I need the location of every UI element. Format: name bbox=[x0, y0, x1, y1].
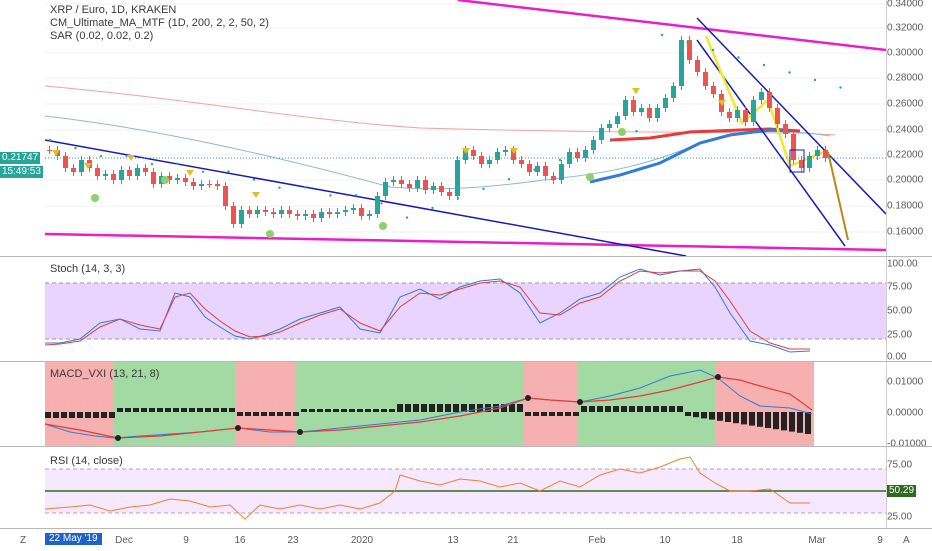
stoch-band-fill bbox=[45, 283, 886, 339]
macd-tick-label: -0.01000 bbox=[887, 438, 927, 447]
stoch-tick-label: 100.00 bbox=[887, 258, 918, 270]
rsi-pane[interactable]: RSI (14, close) 75.00 25.00 50.29 bbox=[0, 447, 932, 528]
rsi-line bbox=[44, 456, 810, 520]
buy-dot-marker bbox=[266, 230, 274, 238]
indicator-legend-ma[interactable]: CM_Ultimate_MA_MTF (1D, 200, 2, 2, 50, 2… bbox=[50, 17, 269, 29]
price-tick-label: 0.18000 bbox=[887, 200, 924, 212]
stoch-chart bbox=[44, 268, 886, 353]
last-price-badge: 0.21747 bbox=[0, 152, 41, 164]
signal-markers bbox=[52, 88, 805, 238]
buy-dot-marker bbox=[161, 176, 169, 184]
buy-dot-marker bbox=[618, 128, 626, 136]
buy-dot-marker bbox=[379, 222, 387, 230]
macd-pane[interactable]: MACD_VXI (13, 21, 8) 0.01000 0.00000 -0.01… bbox=[0, 362, 932, 446]
countdown-badge: 15:49:53 bbox=[0, 166, 43, 178]
descending-blue-trendline bbox=[44, 139, 687, 256]
stoch-legend[interactable]: Stoch (14, 3, 3) bbox=[50, 263, 126, 275]
time-axis[interactable]: Z 22 May '19 Dec 9 16 23 2020 13 21 Feb 10 18 Mar 9… bbox=[0, 528, 932, 551]
price-tick-label: 0.16000 bbox=[887, 226, 924, 238]
stoch-d-line bbox=[44, 270, 810, 350]
lower-magenta-trendline bbox=[44, 232, 886, 252]
cursor-date-badge: 22 May '19 bbox=[45, 533, 102, 545]
macd-histogram bbox=[45, 404, 811, 434]
price-tick-label: 0.28000 bbox=[887, 72, 924, 84]
stoch-tick-label: 50.00 bbox=[887, 305, 913, 317]
sar-dots bbox=[48, 33, 842, 219]
macd-line bbox=[44, 369, 813, 439]
stoch-tick-label: 0.00 bbox=[887, 351, 907, 362]
rsi-tick-label: 25.00 bbox=[887, 511, 913, 523]
ma-200-line bbox=[44, 85, 836, 136]
buy-dot-marker bbox=[586, 173, 594, 181]
candles bbox=[47, 36, 828, 228]
time-axis-label: 10 bbox=[659, 535, 671, 546]
rsi-value-badge: 50.29 bbox=[887, 485, 917, 497]
down-arrow-marker bbox=[84, 163, 92, 169]
down-arrow-marker bbox=[186, 170, 194, 176]
time-axis-label: 9 bbox=[877, 535, 883, 546]
upper-magenta-trendline bbox=[457, 0, 886, 52]
time-axis-label: 23 bbox=[287, 535, 299, 546]
stoch-tick-label: 25.00 bbox=[887, 329, 913, 341]
rsi-tick-label: 75.00 bbox=[887, 459, 913, 471]
price-tick-label: 0.30000 bbox=[887, 47, 924, 59]
price-grid bbox=[45, 3, 886, 233]
rsi-legend[interactable]: RSI (14, close) bbox=[50, 455, 123, 467]
time-axis-label: 18 bbox=[731, 535, 743, 546]
macd-axis[interactable] bbox=[886, 362, 932, 446]
down-arrow-marker bbox=[52, 150, 60, 156]
buy-dot-marker bbox=[91, 194, 99, 202]
macd-chart bbox=[44, 362, 814, 446]
channel-upper-line bbox=[696, 17, 886, 215]
macd-tick-label: 0.01000 bbox=[887, 376, 924, 388]
down-arrow-marker bbox=[127, 155, 135, 161]
time-axis-label: 13 bbox=[447, 535, 459, 546]
price-tick-label: 0.26000 bbox=[887, 98, 924, 110]
zoom-button[interactable]: Z bbox=[20, 535, 27, 546]
indicator-legend-sar[interactable]: SAR (0.02, 0.02, 0.2) bbox=[50, 30, 154, 42]
macd-tick-label: 0.00000 bbox=[887, 407, 924, 419]
price-axis[interactable] bbox=[886, 0, 932, 256]
price-tick-label: 0.24000 bbox=[887, 124, 924, 136]
macd-legend[interactable]: MACD_VXI (13, 21, 8) bbox=[50, 368, 160, 380]
pane-separator[interactable] bbox=[0, 446, 932, 447]
time-axis-label: 16 bbox=[234, 535, 246, 546]
pane-separator[interactable] bbox=[0, 361, 932, 362]
price-chart[interactable] bbox=[0, 0, 886, 256]
price-tick-label: 0.20000 bbox=[887, 174, 924, 186]
time-axis-label: Mar bbox=[808, 535, 826, 546]
time-axis-label: 2020 bbox=[350, 535, 374, 546]
price-tick-label: 0.32000 bbox=[887, 22, 924, 34]
box-marker bbox=[789, 149, 805, 173]
down-arrow-marker bbox=[632, 88, 640, 94]
rsi-chart bbox=[44, 456, 886, 520]
time-axis-label: 9 bbox=[183, 535, 189, 546]
stoch-tick-label: 75.00 bbox=[887, 281, 913, 293]
time-axis-label: 21 bbox=[507, 535, 519, 546]
stoch-pane[interactable]: Stoch (14, 3, 3) 100.00 75.00 50.00 25.00 0.… bbox=[0, 257, 932, 361]
time-axis-label: Dec bbox=[115, 535, 133, 546]
projection-line bbox=[827, 151, 849, 241]
auto-scale-button[interactable]: A bbox=[903, 535, 910, 546]
ma-blue-thick bbox=[589, 128, 791, 184]
down-arrow-marker bbox=[462, 148, 470, 154]
time-axis-label: Feb bbox=[588, 535, 606, 546]
price-tick-label: 0.34000 bbox=[887, 0, 924, 10]
price-legend: XRP / Euro, 1D, KRAKEN CM_Ultimate_MA_MT… bbox=[50, 4, 269, 43]
price-tick-label: 0.22000 bbox=[887, 149, 924, 161]
macd-background bbox=[45, 362, 814, 446]
price-pane[interactable]: XRP / Euro, 1D, KRAKEN CM_Ultimate_MA_MT… bbox=[0, 0, 932, 256]
down-arrow-marker bbox=[252, 192, 260, 198]
stoch-axis[interactable] bbox=[886, 257, 932, 361]
down-arrow-marker bbox=[718, 100, 726, 106]
down-arrow-marker bbox=[510, 148, 518, 154]
rsi-axis[interactable] bbox=[886, 447, 932, 528]
pane-separator[interactable] bbox=[0, 256, 932, 257]
symbol-title[interactable]: XRP / Euro, 1D, KRAKEN bbox=[50, 4, 177, 16]
